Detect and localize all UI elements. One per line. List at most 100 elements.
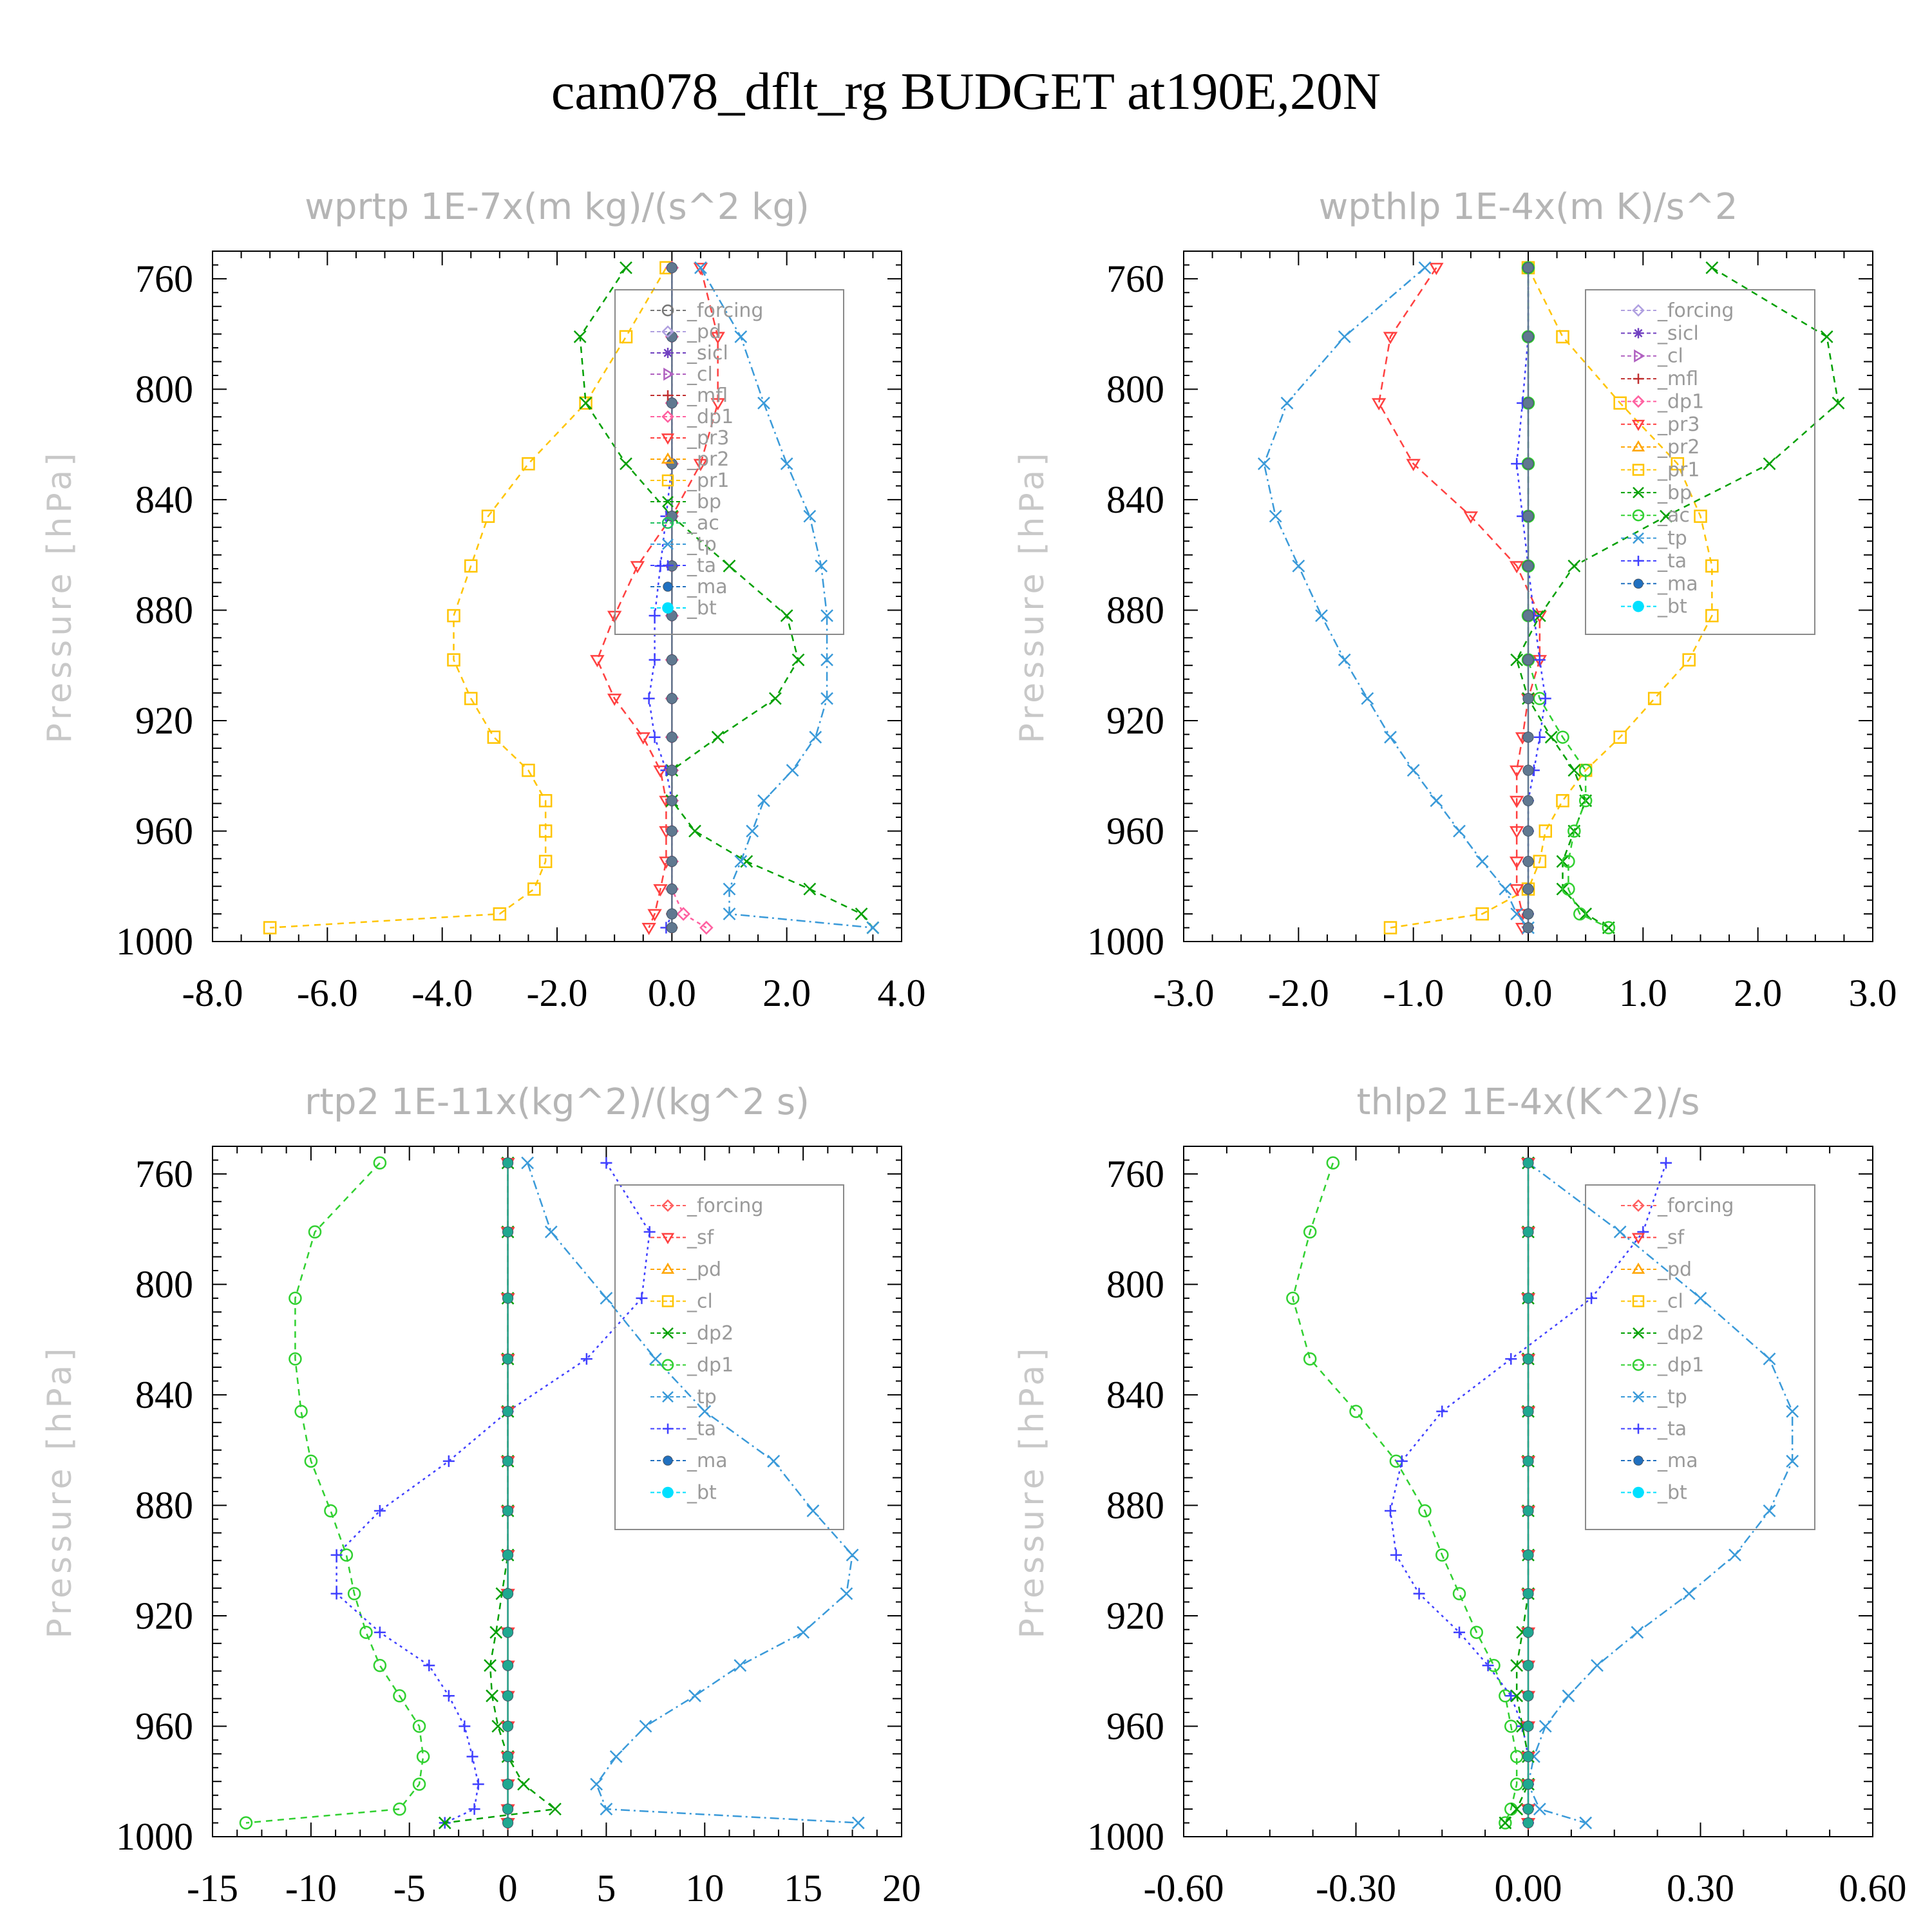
data-point [693,459,708,471]
data-point [1522,1455,1534,1467]
data-point [1562,855,1575,868]
data-point [1510,1659,1524,1672]
data-point [459,1720,471,1732]
data-point [1385,1505,1396,1517]
data-point [1573,907,1587,921]
data-point [468,1803,480,1815]
x-tick-label: -6.0 [297,972,358,1014]
data-point [502,1627,514,1638]
data-point [607,694,622,706]
data-point [1406,459,1421,471]
data-point [1482,1660,1494,1672]
legend-marker [662,538,674,550]
data-point [666,732,677,743]
data-point [1522,1353,1534,1365]
y-tick-label: 800 [1106,368,1164,410]
data-point [502,1690,514,1701]
data-point [590,655,605,668]
data-point [1820,330,1833,343]
y-tick-label: 760 [135,1153,193,1195]
y-tick-label: 880 [1106,1484,1164,1526]
data-point [688,1689,701,1703]
y-tick-label: 880 [135,589,193,631]
y-tick-label: 1000 [116,920,193,963]
plot-frame [212,251,902,942]
data-point [1671,457,1685,471]
legend-marker [1632,1199,1645,1212]
legend-marker [663,390,673,401]
y-tick-label: 960 [135,1705,193,1747]
legend-label: _sf [1657,1227,1685,1249]
data-point [1522,1627,1534,1638]
legend-label: _ma [687,1450,728,1472]
legend-marker [663,1455,673,1466]
data-point [1522,1803,1534,1815]
data-point [239,1816,253,1830]
legend-marker [1632,509,1645,522]
legend-marker [661,1262,675,1274]
data-point [1470,1625,1483,1639]
legend-label: _ta [1657,1418,1687,1441]
legend-label: _dp1 [1657,390,1704,413]
data-point [803,882,817,896]
data-point [780,457,793,471]
data-point [1578,763,1593,777]
y-tick-label: 1000 [1087,1815,1164,1858]
y-tick-label: 960 [1106,1705,1164,1747]
legend-label: _dp1 [687,1354,734,1377]
legend-marker [662,602,674,614]
x-tick-label: -2.0 [527,972,588,1014]
data-point [636,732,650,745]
data-point [1613,730,1627,744]
x-tick-label: -15 [187,1867,238,1909]
data-point [502,1803,514,1815]
x-tick-label: 0.30 [1667,1867,1734,1909]
legend-marker [661,433,675,445]
x-tick-label: 10 [685,1867,724,1909]
legend-marker [1632,464,1645,476]
legend-label: _bt [687,1482,717,1504]
data-point [1509,857,1524,869]
data-point [373,1156,387,1170]
data-point [1539,1719,1552,1733]
legend-marker [1633,532,1644,544]
legend-marker [1633,374,1643,384]
legend-label: _ta [1657,550,1687,573]
series-ta [330,1157,656,1829]
data-point [666,922,677,934]
data-point [487,730,501,744]
data-point [649,654,661,666]
y-tick-label: 840 [135,1374,193,1416]
legend-label: _dp1 [1657,1354,1704,1377]
legend-label: _ta [687,554,716,577]
data-point [442,1455,455,1467]
data-point [1522,883,1534,895]
data-point [1303,1225,1317,1239]
data-point [1556,330,1569,344]
data-point [1286,1291,1300,1305]
data-point [374,1505,386,1517]
data-point [1454,1626,1465,1638]
legend-label: _bt [687,597,717,620]
legend-label: _bp [687,491,721,513]
legend-marker [1633,1423,1643,1434]
legend-label: _pd [687,321,721,343]
legend-marker [1631,419,1645,431]
data-point [1522,1549,1534,1561]
data-point [1303,1352,1317,1366]
data-point [527,882,541,896]
y-tick-label: 960 [135,810,193,852]
data-point [1533,654,1546,666]
series-dp1 [1286,1156,1524,1830]
data-point [1436,1405,1448,1417]
data-point [1510,1803,1524,1816]
legend-marker [661,1359,674,1371]
data-point [653,765,668,778]
series-dp1 [239,1156,430,1830]
data-point [809,730,822,744]
data-point [1418,261,1432,274]
data-point [442,1690,455,1702]
data-point [649,731,661,743]
data-point [699,920,714,935]
data-point [502,1778,514,1790]
